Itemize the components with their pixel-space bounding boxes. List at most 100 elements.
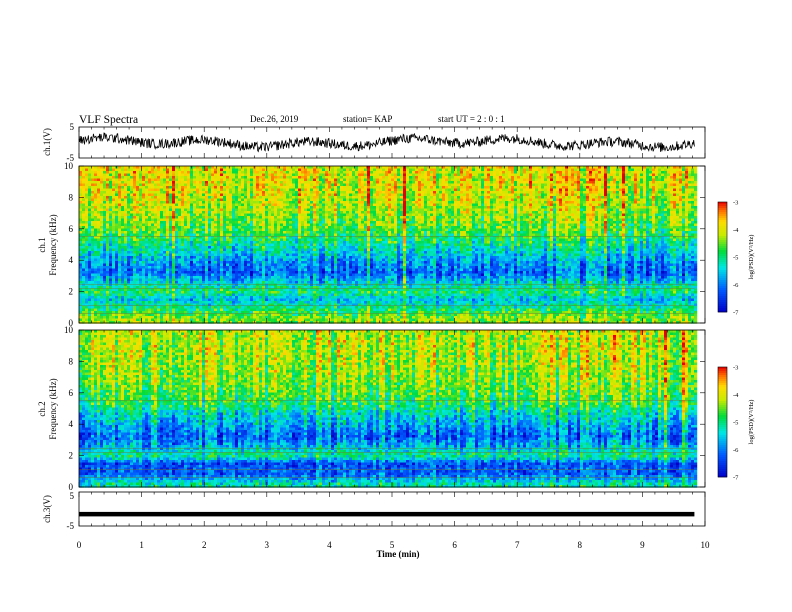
spectrogram-cell (265, 216, 269, 219)
spectrogram-cell (493, 188, 497, 192)
spectrogram-cell (115, 213, 119, 217)
spectrogram-cell (388, 188, 392, 192)
spectrogram-cell (328, 208, 332, 212)
spectrogram-cell (355, 173, 359, 177)
spectrogram-cell (412, 198, 416, 202)
spectrogram-cell (631, 181, 635, 184)
spectrogram-cell (433, 218, 437, 222)
spectrogram-cell (496, 193, 500, 197)
spectrogram-cell (313, 166, 317, 169)
spectrogram-cell (166, 213, 170, 217)
spectrogram-cell (130, 176, 134, 179)
spectrogram-cell (268, 166, 272, 169)
spectrogram-cell (484, 206, 488, 209)
spectrogram-cell (451, 193, 455, 197)
spectrogram-cell (148, 206, 152, 209)
spectrogram-cell (343, 183, 347, 187)
spectrogram-cell (514, 173, 518, 177)
spectrogram-cell (430, 203, 434, 207)
spectrogram-cell (187, 183, 191, 187)
spectrogram-cell (577, 181, 581, 184)
spectrogram-cell (220, 208, 224, 212)
spectrogram-cell (466, 173, 470, 177)
spectrogram-cell (451, 213, 455, 217)
spectrogram-cell (415, 221, 419, 224)
spectrogram-cell (628, 218, 632, 222)
spectrogram-cell (595, 171, 599, 174)
spectrogram-cell (157, 188, 161, 192)
spectrogram-cell (238, 173, 242, 177)
spectrogram-cell (220, 188, 224, 192)
spectrogram-cell (472, 181, 476, 184)
spectrogram-cell (364, 216, 368, 219)
spectrogram-cell (319, 173, 323, 177)
spectrogram-cell (109, 218, 113, 222)
spectrogram-cell (337, 206, 341, 209)
spectrogram-cell (607, 221, 611, 224)
spectrogram-cell (316, 211, 320, 214)
spectrogram-cell (166, 218, 170, 222)
spectrogram-cell (628, 193, 632, 197)
spectrogram-cell (595, 193, 599, 197)
spectrogram-cell (397, 201, 401, 204)
spectrogram-cell (562, 178, 566, 182)
spectrogram-cell (187, 213, 191, 217)
spectrogram-cell (505, 198, 509, 202)
spectrogram-cell (112, 223, 116, 227)
spectrogram-cell (100, 188, 104, 192)
spectrogram-cell (379, 198, 383, 202)
spectrogram-cell (265, 198, 269, 202)
spectrogram-cell (367, 176, 371, 179)
spectrogram-cell (394, 183, 398, 187)
spectrogram-cell (268, 168, 272, 172)
spectrogram-cell (571, 181, 575, 184)
spectrogram-cell (403, 211, 407, 214)
spectrogram-cell (688, 173, 692, 177)
spectrogram-cell (607, 186, 611, 189)
spectrogram-cell (649, 221, 653, 224)
spectrogram-cell (256, 166, 260, 169)
spectrogram-cell (403, 188, 407, 192)
spectrogram-cell (517, 186, 521, 189)
spectrogram-cell (544, 178, 548, 182)
spectrogram-cell (319, 181, 323, 184)
spectrogram-cell (151, 178, 155, 182)
spectrogram-cell (478, 173, 482, 177)
spectrogram-cell (205, 203, 209, 207)
spectrogram-cell (295, 166, 299, 169)
spectrogram-cell (328, 218, 332, 222)
spectrogram-cell (244, 181, 248, 184)
spectrogram-cell (466, 218, 470, 222)
spectrogram-cell (292, 178, 296, 182)
spectrogram-cell (124, 196, 128, 199)
spectrogram-cell (193, 206, 197, 209)
spectrogram-cell (448, 186, 452, 189)
spectrogram-cell (607, 171, 611, 174)
spectrogram-cell (97, 188, 101, 192)
spectrogram-cell (415, 188, 419, 192)
spectrogram-cell (130, 208, 134, 212)
spectrogram-cell (325, 203, 329, 207)
spectrogram-cell (88, 208, 92, 212)
spectrogram-cell (667, 208, 671, 212)
spectrogram-cell (421, 223, 425, 227)
spectrogram-cell (373, 178, 377, 182)
spectrogram-cell (301, 168, 305, 172)
spectrogram-cell (142, 178, 146, 182)
spectrogram-cell (421, 208, 425, 212)
spectrogram-cell (424, 213, 428, 217)
spectrogram-cell (574, 188, 578, 192)
spectrogram-cell (523, 191, 527, 194)
spectrogram-cell (592, 203, 596, 207)
spectrogram-cell (166, 186, 170, 189)
spectrogram-cell (625, 211, 629, 214)
spectrogram-cell (658, 171, 662, 174)
spectrogram-cell (529, 203, 533, 207)
spectrogram-cell (553, 208, 557, 212)
spectrogram-cell (268, 208, 272, 212)
spectrogram-cell (682, 166, 686, 169)
spectrogram-cell (169, 203, 173, 207)
spectrogram-cell (268, 173, 272, 177)
spectrogram-cell (547, 208, 551, 212)
spectrogram-cell (541, 218, 545, 222)
